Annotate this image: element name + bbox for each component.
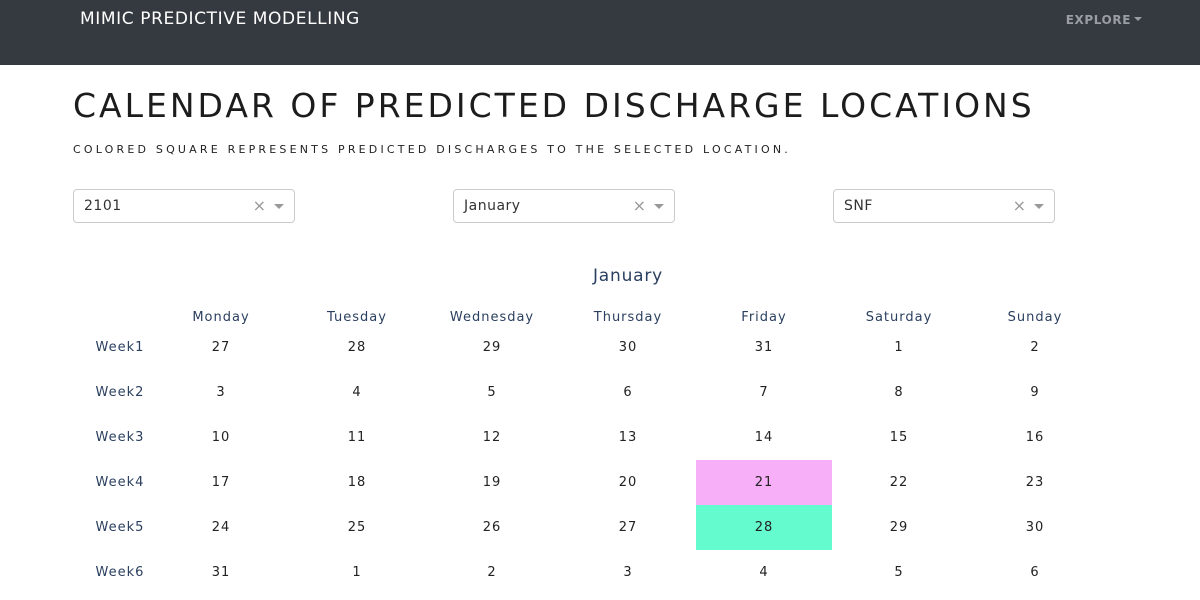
calendar-cell-highlighted[interactable]: 21 (696, 460, 832, 505)
clear-location-icon[interactable]: × (1012, 196, 1026, 215)
calendar-cell[interactable]: 6 (623, 385, 633, 400)
calendar-cell[interactable]: 27 (618, 520, 638, 535)
calendar-cell[interactable]: 6 (1030, 565, 1040, 580)
calendar-cell[interactable]: 20 (618, 475, 638, 490)
calendar-cell[interactable]: 5 (487, 385, 497, 400)
chevron-down-icon[interactable] (274, 204, 284, 209)
calendar-cell[interactable]: 17 (211, 475, 231, 490)
calendar-cell[interactable]: 2 (487, 565, 497, 580)
calendar-cell[interactable]: 25 (347, 520, 367, 535)
navbar: MIMIC PREDICTIVE MODELLING EXPLORE (0, 0, 1200, 65)
month-dropdown[interactable]: January × (453, 189, 675, 223)
calendar-cell[interactable]: 14 (754, 430, 774, 445)
day-header-friday: Friday (741, 310, 787, 325)
calendar-cell[interactable]: 3 (216, 385, 226, 400)
chevron-down-icon[interactable] (1034, 204, 1044, 209)
week-label: Week5 (95, 520, 145, 535)
calendar-cell[interactable]: 3 (623, 565, 633, 580)
calendar-cell[interactable]: 4 (759, 565, 769, 580)
calendar-cell[interactable]: 29 (482, 340, 502, 355)
day-header-thursday: Thursday (593, 310, 663, 325)
calendar-cell[interactable]: 27 (211, 340, 231, 355)
calendar-cell[interactable]: 16 (1025, 430, 1045, 445)
calendar-cell[interactable]: 10 (211, 430, 231, 445)
calendar-cell[interactable]: 22 (889, 475, 909, 490)
calendar-cell-highlighted[interactable]: 28 (696, 505, 832, 550)
calendar-cell[interactable]: 15 (889, 430, 909, 445)
month-value: January (464, 198, 521, 214)
calendar-cell[interactable]: 12 (482, 430, 502, 445)
week-label: Week2 (95, 385, 145, 400)
calendar-cell[interactable]: 7 (759, 385, 769, 400)
calendar-cell[interactable]: 5 (894, 565, 904, 580)
calendar-cell[interactable]: 30 (1025, 520, 1045, 535)
calendar-cell[interactable]: 13 (618, 430, 638, 445)
calendar-cell[interactable]: 1 (352, 565, 362, 580)
week-label: Week6 (95, 565, 145, 580)
calendar-cell[interactable]: 29 (889, 520, 909, 535)
explore-label: EXPLORE (1065, 13, 1131, 27)
location-value: SNF (844, 198, 873, 214)
calendar-cell[interactable]: 9 (1030, 385, 1040, 400)
day-header-saturday: Saturday (865, 310, 933, 325)
clear-month-icon[interactable]: × (632, 196, 646, 215)
year-value: 2101 (84, 198, 122, 214)
calendar-cell[interactable]: 18 (347, 475, 367, 490)
calendar-cell[interactable]: 8 (894, 385, 904, 400)
calendar-cell[interactable]: 31 (754, 340, 774, 355)
day-header-tuesday: Tuesday (327, 310, 387, 325)
calendar-cell[interactable]: 31 (211, 565, 231, 580)
brand-title[interactable]: MIMIC PREDICTIVE MODELLING (80, 9, 360, 29)
calendar-cell[interactable]: 30 (618, 340, 638, 355)
calendar-cell[interactable]: 4 (352, 385, 362, 400)
caret-down-icon (1134, 16, 1142, 21)
year-dropdown[interactable]: 2101 × (73, 189, 295, 223)
chevron-down-icon[interactable] (654, 204, 664, 209)
week-label: Week1 (95, 340, 145, 355)
calendar-cell[interactable]: 26 (482, 520, 502, 535)
calendar-cell[interactable]: 11 (347, 430, 367, 445)
week-label: Week3 (95, 430, 145, 445)
page-title: CALENDAR OF PREDICTED DISCHARGE LOCATION… (73, 86, 1035, 125)
calendar-cell[interactable]: 23 (1025, 475, 1045, 490)
explore-menu-button[interactable]: EXPLORE (1066, 13, 1142, 27)
calendar-cell[interactable]: 2 (1030, 340, 1040, 355)
calendar-cell[interactable]: 28 (347, 340, 367, 355)
day-header-monday: Monday (192, 310, 250, 325)
day-header-wednesday: Wednesday (449, 310, 535, 325)
calendar-month-title: January (592, 266, 664, 286)
day-header-sunday: Sunday (1007, 310, 1063, 325)
location-dropdown[interactable]: SNF × (833, 189, 1055, 223)
calendar-cell[interactable]: 1 (894, 340, 904, 355)
page-subtitle: COLORED SQUARE REPRESENTS PREDICTED DISC… (73, 143, 791, 156)
calendar-cell[interactable]: 19 (482, 475, 502, 490)
week-label: Week4 (95, 475, 145, 490)
clear-year-icon[interactable]: × (252, 196, 266, 215)
calendar-cell[interactable]: 24 (211, 520, 231, 535)
